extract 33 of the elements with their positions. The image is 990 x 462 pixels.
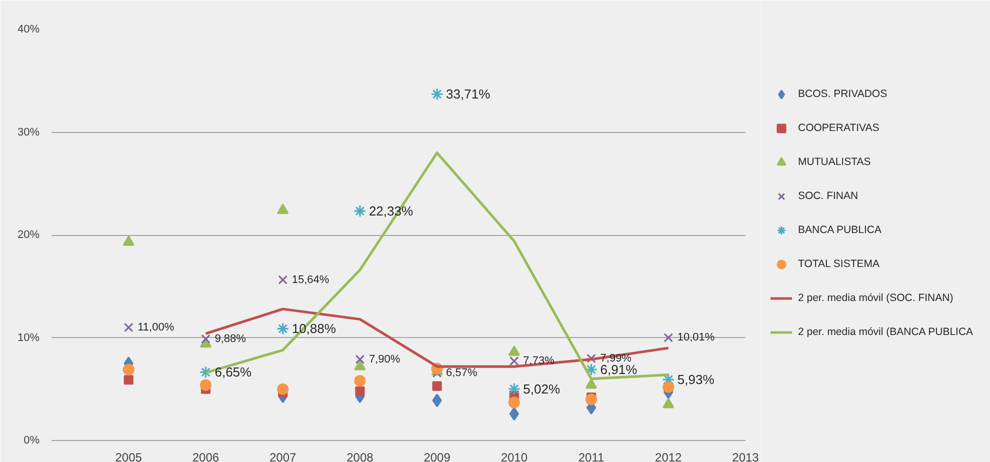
legend-label: MUTUALISTAS [798, 156, 871, 168]
x-tick-label: 2009 [424, 450, 451, 462]
legend-label: BANCA PUBLICA [798, 224, 882, 236]
data-label: 5,93% [677, 372, 715, 388]
data-label: 9,88% [214, 332, 246, 345]
x-tick-label: 2006 [192, 450, 220, 462]
y-tick-label: 20% [17, 229, 40, 241]
legend-label: TOTAL SISTEMA [798, 258, 880, 270]
y-tick-label: 40% [17, 24, 40, 36]
x-tick-label: 2010 [500, 450, 528, 462]
legend-label: 2 per. media móvil (BANCA PUBLICA [798, 326, 974, 338]
data-label: 5,02% [523, 381, 560, 396]
legend-label: 2 per. media móvil (SOC. FINAN) [798, 292, 954, 304]
x-tick-label: 2012 [655, 450, 682, 462]
x-tick-label: 2007 [269, 450, 297, 462]
data-label: 10,01% [677, 332, 715, 344]
data-label: 15,64% [292, 274, 330, 286]
legend-label: BCOS. PRIVADOS [798, 88, 888, 100]
legend-label: SOC. FINAN [798, 190, 858, 202]
y-tick-label: 10% [17, 332, 40, 344]
data-label: 11,00% [138, 321, 174, 334]
data-label: 7,90% [368, 353, 400, 366]
data-label: 6,57% [446, 366, 478, 379]
x-tick-label: 2008 [346, 450, 374, 462]
y-tick-label: 0% [24, 434, 40, 446]
data-label: 33,71% [446, 86, 491, 102]
data-label: 6,91% [600, 362, 638, 377]
data-label: 6,65% [214, 364, 252, 380]
legend-label: COOPERATIVAS [798, 122, 880, 134]
x-tick-label: 2005 [115, 450, 142, 462]
x-tick-label: 2013 [732, 450, 760, 462]
y-tick-label: 30% [17, 126, 40, 138]
x-tick-label: 2011 [578, 450, 605, 462]
